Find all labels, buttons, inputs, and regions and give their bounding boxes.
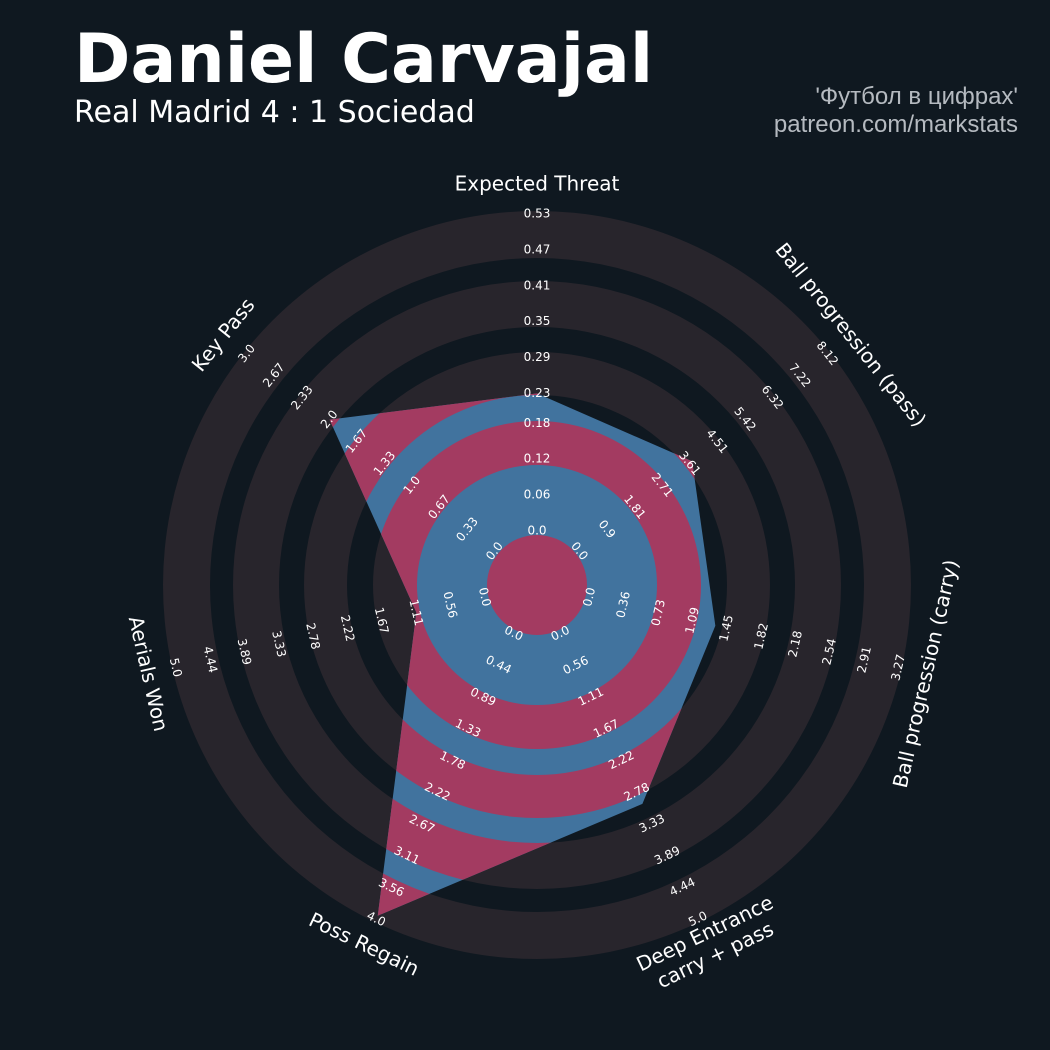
tick-label: 0.56: [440, 590, 460, 619]
tick-label: 0.18: [524, 416, 551, 430]
tick-label: 0.47: [524, 242, 551, 256]
tick-label: 2.91: [854, 645, 874, 674]
tick-label: 5.0: [167, 657, 185, 679]
tick-label: 0.29: [524, 350, 551, 364]
axis-label: Expected Threat: [455, 172, 620, 196]
credit: 'Футбол в цифрах': [815, 83, 1018, 110]
inside-rings: [329, 393, 716, 916]
tick-label: 2.54: [819, 637, 839, 666]
chart-title: Daniel Carvajal: [74, 20, 653, 99]
tick-label: 0.0: [476, 586, 494, 608]
tick-label: 3.27: [888, 653, 908, 682]
tick-label: 0.0: [527, 524, 546, 538]
tick-label: 1.45: [716, 614, 736, 643]
tick-label: 0.35: [524, 314, 551, 328]
credit: patreon.com/markstats: [774, 111, 1018, 138]
tick-label: 0.12: [524, 452, 551, 466]
tick-label: 0.36: [613, 590, 633, 619]
tick-label: 4.44: [201, 645, 221, 674]
tick-label: 1.82: [751, 622, 771, 651]
tick-label: 0.53: [524, 207, 551, 221]
center-circle-inside: [487, 535, 587, 635]
tick-label: 2.22: [338, 614, 358, 643]
chart-subtitle: Real Madrid 4 : 1 Sociedad: [74, 95, 475, 130]
tick-label: 0.23: [524, 386, 551, 400]
tick-label: 1.11: [406, 598, 426, 627]
tick-label: 0.0: [580, 586, 598, 608]
tick-label: 3.33: [269, 629, 289, 658]
tick-label: 2.78: [303, 622, 323, 651]
tick-label: 0.73: [648, 598, 668, 627]
tick-label: 1.09: [682, 606, 702, 635]
tick-label: 0.41: [524, 278, 551, 292]
tick-label: 3.89: [235, 637, 255, 666]
tick-label: 2.18: [785, 629, 805, 658]
tick-label: 1.67: [372, 606, 392, 635]
tick-label: 0.06: [524, 488, 551, 502]
